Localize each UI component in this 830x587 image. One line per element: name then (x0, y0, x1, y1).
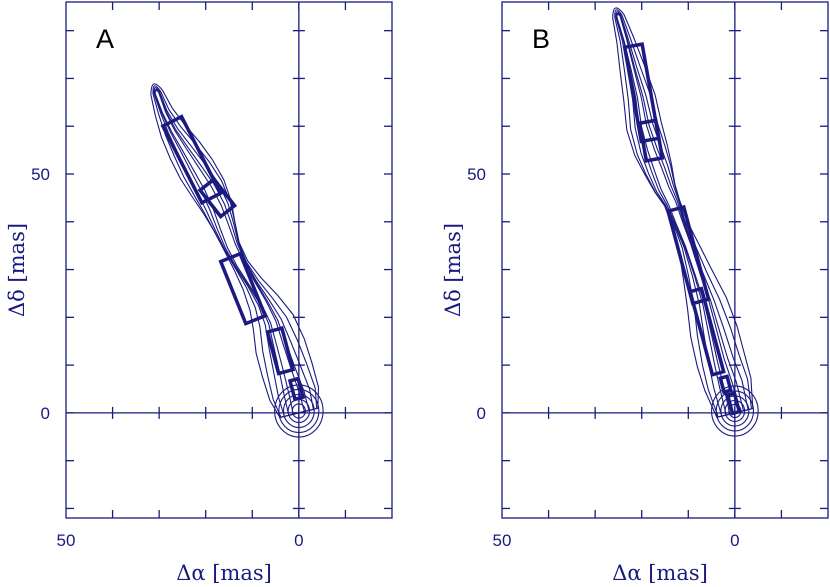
panel-b-x-axis-label: Δα [mas] (612, 561, 708, 585)
panel-b-y-axis-label: Δδ [mas] (441, 223, 465, 317)
panel-a-xtick-0: 0 (294, 531, 303, 550)
panel-b-title: B (532, 24, 550, 54)
panel-a-contour-line (153, 87, 315, 418)
panel-a-ytick-0: 0 (41, 404, 50, 423)
panel-a-model-component (218, 251, 268, 326)
panel-b: B 50 0 50 0 Δα [mas] Δδ [mas] (441, 1, 829, 585)
panel-a-contour-line (154, 90, 306, 415)
panel-b-contour-line (616, 13, 741, 415)
panel-a-model-component (197, 176, 238, 219)
panel-b-ytick-50: 50 (467, 165, 486, 184)
panel-a-y-axis-label: Δδ [mas] (5, 223, 29, 317)
panel-b-contour-line (615, 11, 749, 417)
panel-a-contours (150, 83, 324, 438)
panel-b-model-component (725, 391, 742, 416)
panel-b-model-component (622, 42, 661, 144)
panel-a: A 50 0 50 0 Δα [mas] Δδ [mas] (5, 1, 393, 585)
panel-b-xtick-50: 50 (493, 531, 512, 550)
panel-b-model-component (665, 204, 711, 306)
panel-b-ticks (502, 2, 828, 518)
panel-b-model-component (718, 374, 733, 395)
panel-b-core-contour (715, 390, 755, 432)
panel-a-model-component (287, 376, 306, 402)
panel-b-core-contour (711, 385, 759, 437)
panel-a-xtick-50: 50 (57, 531, 76, 550)
panel-b-xtick-0: 0 (730, 531, 739, 550)
panel-a-contour-line (150, 83, 320, 419)
panel-a-frame (65, 1, 393, 519)
panel-a-contour-line (154, 88, 310, 416)
panel-a-model-component (265, 325, 296, 376)
panel-a-core-contour (282, 393, 315, 429)
panel-a-core-contour (278, 388, 320, 434)
panel-a-model-component (160, 114, 223, 206)
panel-b-components (622, 42, 742, 416)
panel-b-contour-line (614, 9, 753, 418)
panel-a-title: A (96, 24, 114, 54)
panel-b-ytick-0: 0 (477, 404, 486, 423)
panel-a-x-axis-label: Δα [mas] (176, 561, 272, 585)
panel-b-model-component (688, 286, 726, 377)
panel-a-core-contour (291, 403, 306, 419)
panel-a-ytick-50: 50 (31, 165, 50, 184)
panel-b-contour-line (615, 12, 745, 416)
panel-b-frame (501, 1, 829, 519)
panel-a-components (160, 114, 306, 402)
panel-a-contour-line (152, 85, 318, 418)
